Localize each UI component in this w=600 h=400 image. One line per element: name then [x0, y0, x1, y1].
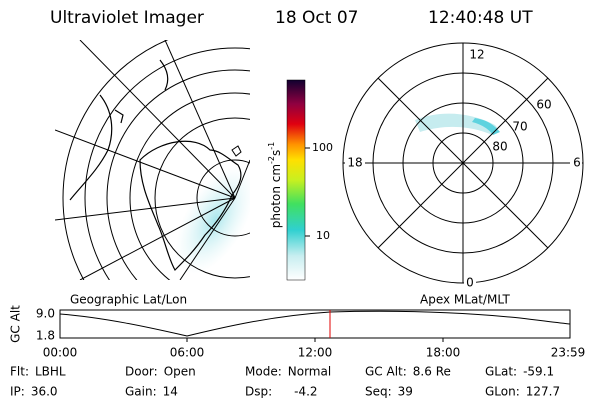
altitude-plot — [59, 309, 571, 342]
time: 12:40:48 UT — [428, 8, 533, 28]
unit: s — [269, 150, 283, 156]
y-tick-label: 9.0 — [36, 307, 55, 321]
x-tick-label: 23:59 — [551, 346, 586, 360]
info-label: Door: — [125, 365, 158, 379]
right-panel-label: Apex MLat/MLT — [420, 293, 510, 307]
mlt-label: 6 — [573, 156, 581, 170]
date: 18 Oct 07 — [275, 8, 358, 28]
info-label: IP: — [10, 385, 25, 399]
info-label: GLat: — [485, 365, 517, 379]
info-label: Seq: — [365, 385, 392, 399]
info-panel: Flt: LBHL Door: Open Mode: Normal GC Alt: 8.6 R… — [10, 365, 560, 399]
colorbar-label: photon cm-2s-1 — [267, 142, 283, 229]
info-value: 39 — [398, 385, 413, 399]
y-axis-label: GC Alt — [9, 305, 23, 343]
info-label: Flt: — [10, 365, 29, 379]
exponent: -2 — [267, 156, 276, 164]
info-value: LBHL — [35, 365, 66, 379]
x-tick-label: 00:00 — [43, 346, 78, 360]
mlat-label: 70 — [512, 120, 527, 134]
info-label: Dsp: — [245, 385, 272, 399]
info-value: Open — [164, 365, 196, 379]
info-value: 8.6 Re — [413, 365, 451, 379]
mlt-label: 18 — [347, 156, 362, 170]
info-value: 14 — [163, 385, 178, 399]
info-label: Gain: — [125, 385, 157, 399]
unit: photon cm — [269, 164, 283, 228]
y-tick-label: 1.8 — [36, 329, 55, 343]
x-tick-label: 18:00 — [426, 346, 461, 360]
mlt-label: 0 — [466, 276, 474, 290]
mlat-label: 80 — [492, 140, 507, 154]
info-label: Mode: — [245, 365, 282, 379]
info-value: -59.1 — [523, 365, 554, 379]
info-label: GC Alt: — [365, 365, 407, 379]
colorbar-tick-label: 10 — [316, 229, 330, 242]
left-panel-label: Geographic Lat/Lon — [70, 293, 187, 307]
title: Ultraviolet Imager — [50, 8, 204, 28]
polar-plot: 12 18 6 0 60 70 80 — [342, 42, 584, 290]
x-tick-label: 06:00 — [170, 346, 205, 360]
info-label: GLon: — [485, 385, 520, 399]
info-value: 36.0 — [31, 385, 58, 399]
colorbar-tick-label: 100 — [312, 141, 333, 154]
info-value: 127.7 — [526, 385, 560, 399]
geographic-map — [55, 40, 250, 280]
info-value: Normal — [288, 365, 331, 379]
x-tick-label: 12:00 — [298, 346, 333, 360]
colorbar — [286, 79, 306, 281]
exponent: -1 — [267, 142, 276, 150]
mlat-label: 60 — [536, 98, 551, 112]
mlt-label: 12 — [469, 48, 484, 62]
info-value: -4.2 — [294, 385, 317, 399]
